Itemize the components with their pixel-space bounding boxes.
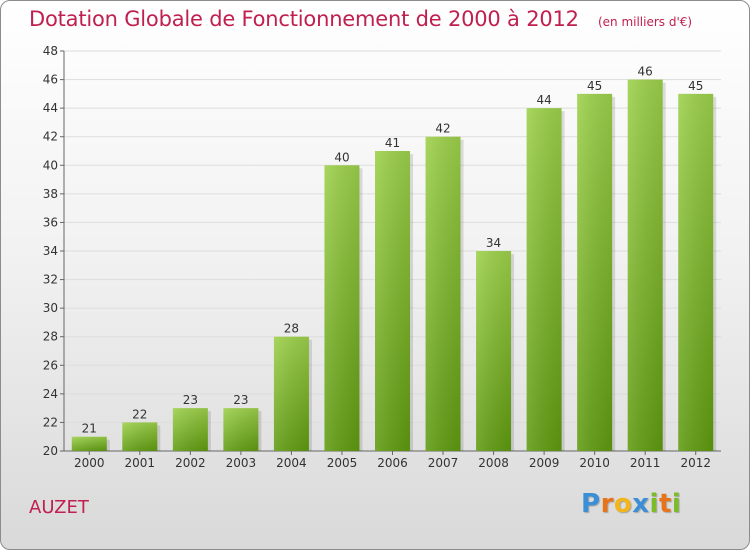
bar-shade [172, 408, 208, 451]
bar-shade [425, 136, 461, 451]
bar-shade [577, 93, 613, 451]
title-row: Dotation Globale de Fonctionnement de 20… [29, 7, 692, 31]
y-tick-label: 22 [43, 415, 58, 429]
y-tick-label: 38 [43, 187, 58, 201]
x-tick-label-2009: 2009 [529, 456, 560, 470]
y-tick-label: 26 [43, 358, 58, 372]
value-label-2001: 22 [132, 407, 147, 421]
bar-shade [476, 251, 512, 451]
value-label-2007: 42 [435, 122, 450, 136]
y-tick-label: 36 [43, 215, 58, 229]
value-label-2011: 46 [638, 65, 653, 79]
x-tick-label-2008: 2008 [478, 456, 509, 470]
x-tick-label-2006: 2006 [377, 456, 408, 470]
value-label-2000: 21 [82, 422, 97, 436]
bar-layer [71, 79, 717, 452]
y-tick-label: 46 [43, 73, 58, 87]
bar-shade [122, 422, 158, 451]
commune-name: AUZET [29, 497, 89, 518]
bar-shade [526, 108, 562, 452]
x-tick-label-2007: 2007 [428, 456, 459, 470]
y-tick-label: 30 [43, 301, 58, 315]
y-tick-label: 48 [43, 44, 58, 58]
logo-letter: x [632, 489, 650, 519]
value-label-2009: 44 [536, 93, 551, 107]
chart-subtitle: (en milliers d'€) [597, 15, 693, 29]
y-tick-label: 24 [43, 387, 58, 401]
logo-letter: o [613, 489, 633, 519]
bar-shade [627, 79, 663, 452]
value-label-2005: 40 [334, 150, 349, 164]
y-tick-label: 32 [43, 273, 58, 287]
value-label-2012: 45 [688, 79, 703, 93]
bar-shade [71, 436, 107, 451]
bar-shade [375, 151, 410, 451]
y-tick-label: 34 [43, 244, 58, 258]
y-tick-label: 28 [43, 330, 58, 344]
value-label-2006: 41 [385, 136, 400, 150]
x-tick-label-2010: 2010 [579, 456, 610, 470]
value-label-2004: 28 [284, 322, 299, 336]
x-tick-label-2012: 2012 [680, 456, 711, 470]
x-tick-label-2011: 2011 [630, 456, 661, 470]
x-tick-label-2002: 2002 [175, 456, 206, 470]
bar-shade [223, 408, 259, 451]
bar-shade [678, 93, 714, 451]
value-label-2002: 23 [183, 393, 198, 407]
value-label-2008: 34 [486, 236, 501, 250]
x-tick-label-2005: 2005 [327, 456, 358, 470]
label-layer: 21 2000 22 2001 23 2002 23 2003 28 2004 40 2005 41 20… [74, 65, 711, 470]
y-tick-label: 20 [43, 444, 58, 458]
logo-letter: P [581, 489, 601, 519]
logo-letter: r [600, 489, 614, 519]
x-tick-label-2001: 2001 [125, 456, 156, 470]
y-tick-label: 40 [43, 158, 58, 172]
x-tick-label-2003: 2003 [226, 456, 257, 470]
x-tick-label-2000: 2000 [74, 456, 105, 470]
y-tick-label: 42 [43, 130, 58, 144]
proxiti-logo: Proxiti [581, 489, 681, 519]
value-label-2003: 23 [233, 393, 248, 407]
logo-letter: i [649, 489, 659, 519]
bar-shade [324, 165, 360, 452]
logo-letter: t [658, 489, 672, 519]
y-tick-label: 44 [43, 101, 58, 115]
value-label-2010: 45 [587, 79, 602, 93]
chart-title: Dotation Globale de Fonctionnement de 20… [29, 7, 579, 31]
x-tick-label-2004: 2004 [276, 456, 307, 470]
bar-shade [273, 336, 309, 451]
logo-letter: i [671, 489, 682, 519]
